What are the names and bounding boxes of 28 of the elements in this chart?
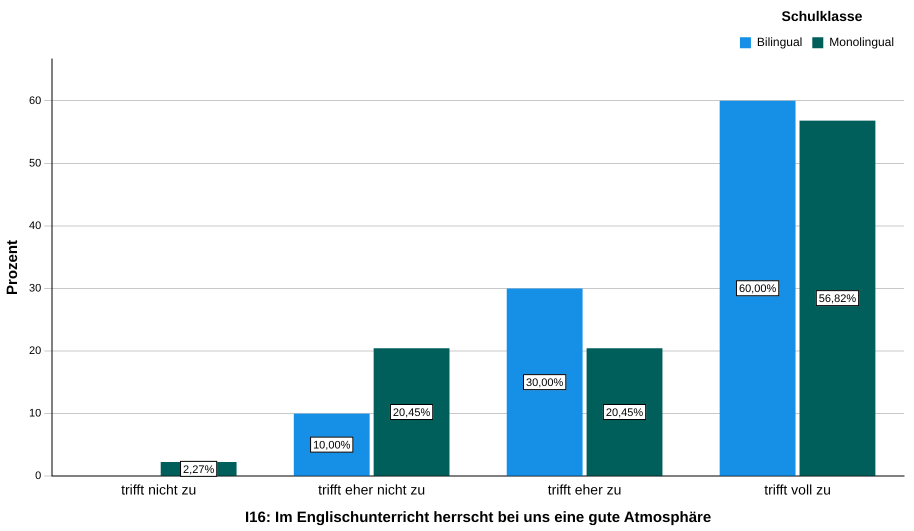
- y-tick-label: 0: [35, 470, 42, 482]
- x-tick-label: trifft eher nicht zu: [318, 481, 426, 498]
- data-label: 20,45%: [392, 406, 430, 419]
- data-label: 10,00%: [313, 440, 351, 452]
- bar: [720, 100, 796, 476]
- data-label: 60,00%: [738, 283, 776, 296]
- x-tick-label: trifft eher zu: [548, 481, 622, 498]
- legend-label: Monolingual: [829, 35, 894, 50]
- y-tick-label: 50: [28, 157, 42, 170]
- x-tick-label: trifft nicht zu: [121, 481, 196, 498]
- data-label: 20,45%: [606, 406, 644, 419]
- legend-title: Schulklasse: [781, 8, 863, 24]
- y-axis-title: Prozent: [4, 240, 22, 296]
- legend-label: Bilingual: [756, 35, 802, 50]
- y-tick-label: 30: [28, 282, 42, 294]
- bar: [800, 120, 876, 476]
- data-label: 56,82%: [818, 293, 856, 306]
- x-axis-title: I16: Im Englischunterricht herrscht bei uns eine gute Atmosphäre: [245, 509, 712, 526]
- bar: [586, 348, 662, 476]
- data-label: 2,27%: [183, 464, 214, 476]
- y-tick-label: 40: [28, 220, 42, 232]
- y-tick-label: 60: [28, 94, 42, 107]
- y-tick-label: 20: [28, 345, 42, 358]
- x-tick-label: trifft voll zu: [764, 481, 831, 498]
- data-label: 30,00%: [526, 377, 564, 390]
- bar: [374, 348, 450, 476]
- y-tick-label: 10: [28, 408, 42, 420]
- bar: [506, 288, 583, 476]
